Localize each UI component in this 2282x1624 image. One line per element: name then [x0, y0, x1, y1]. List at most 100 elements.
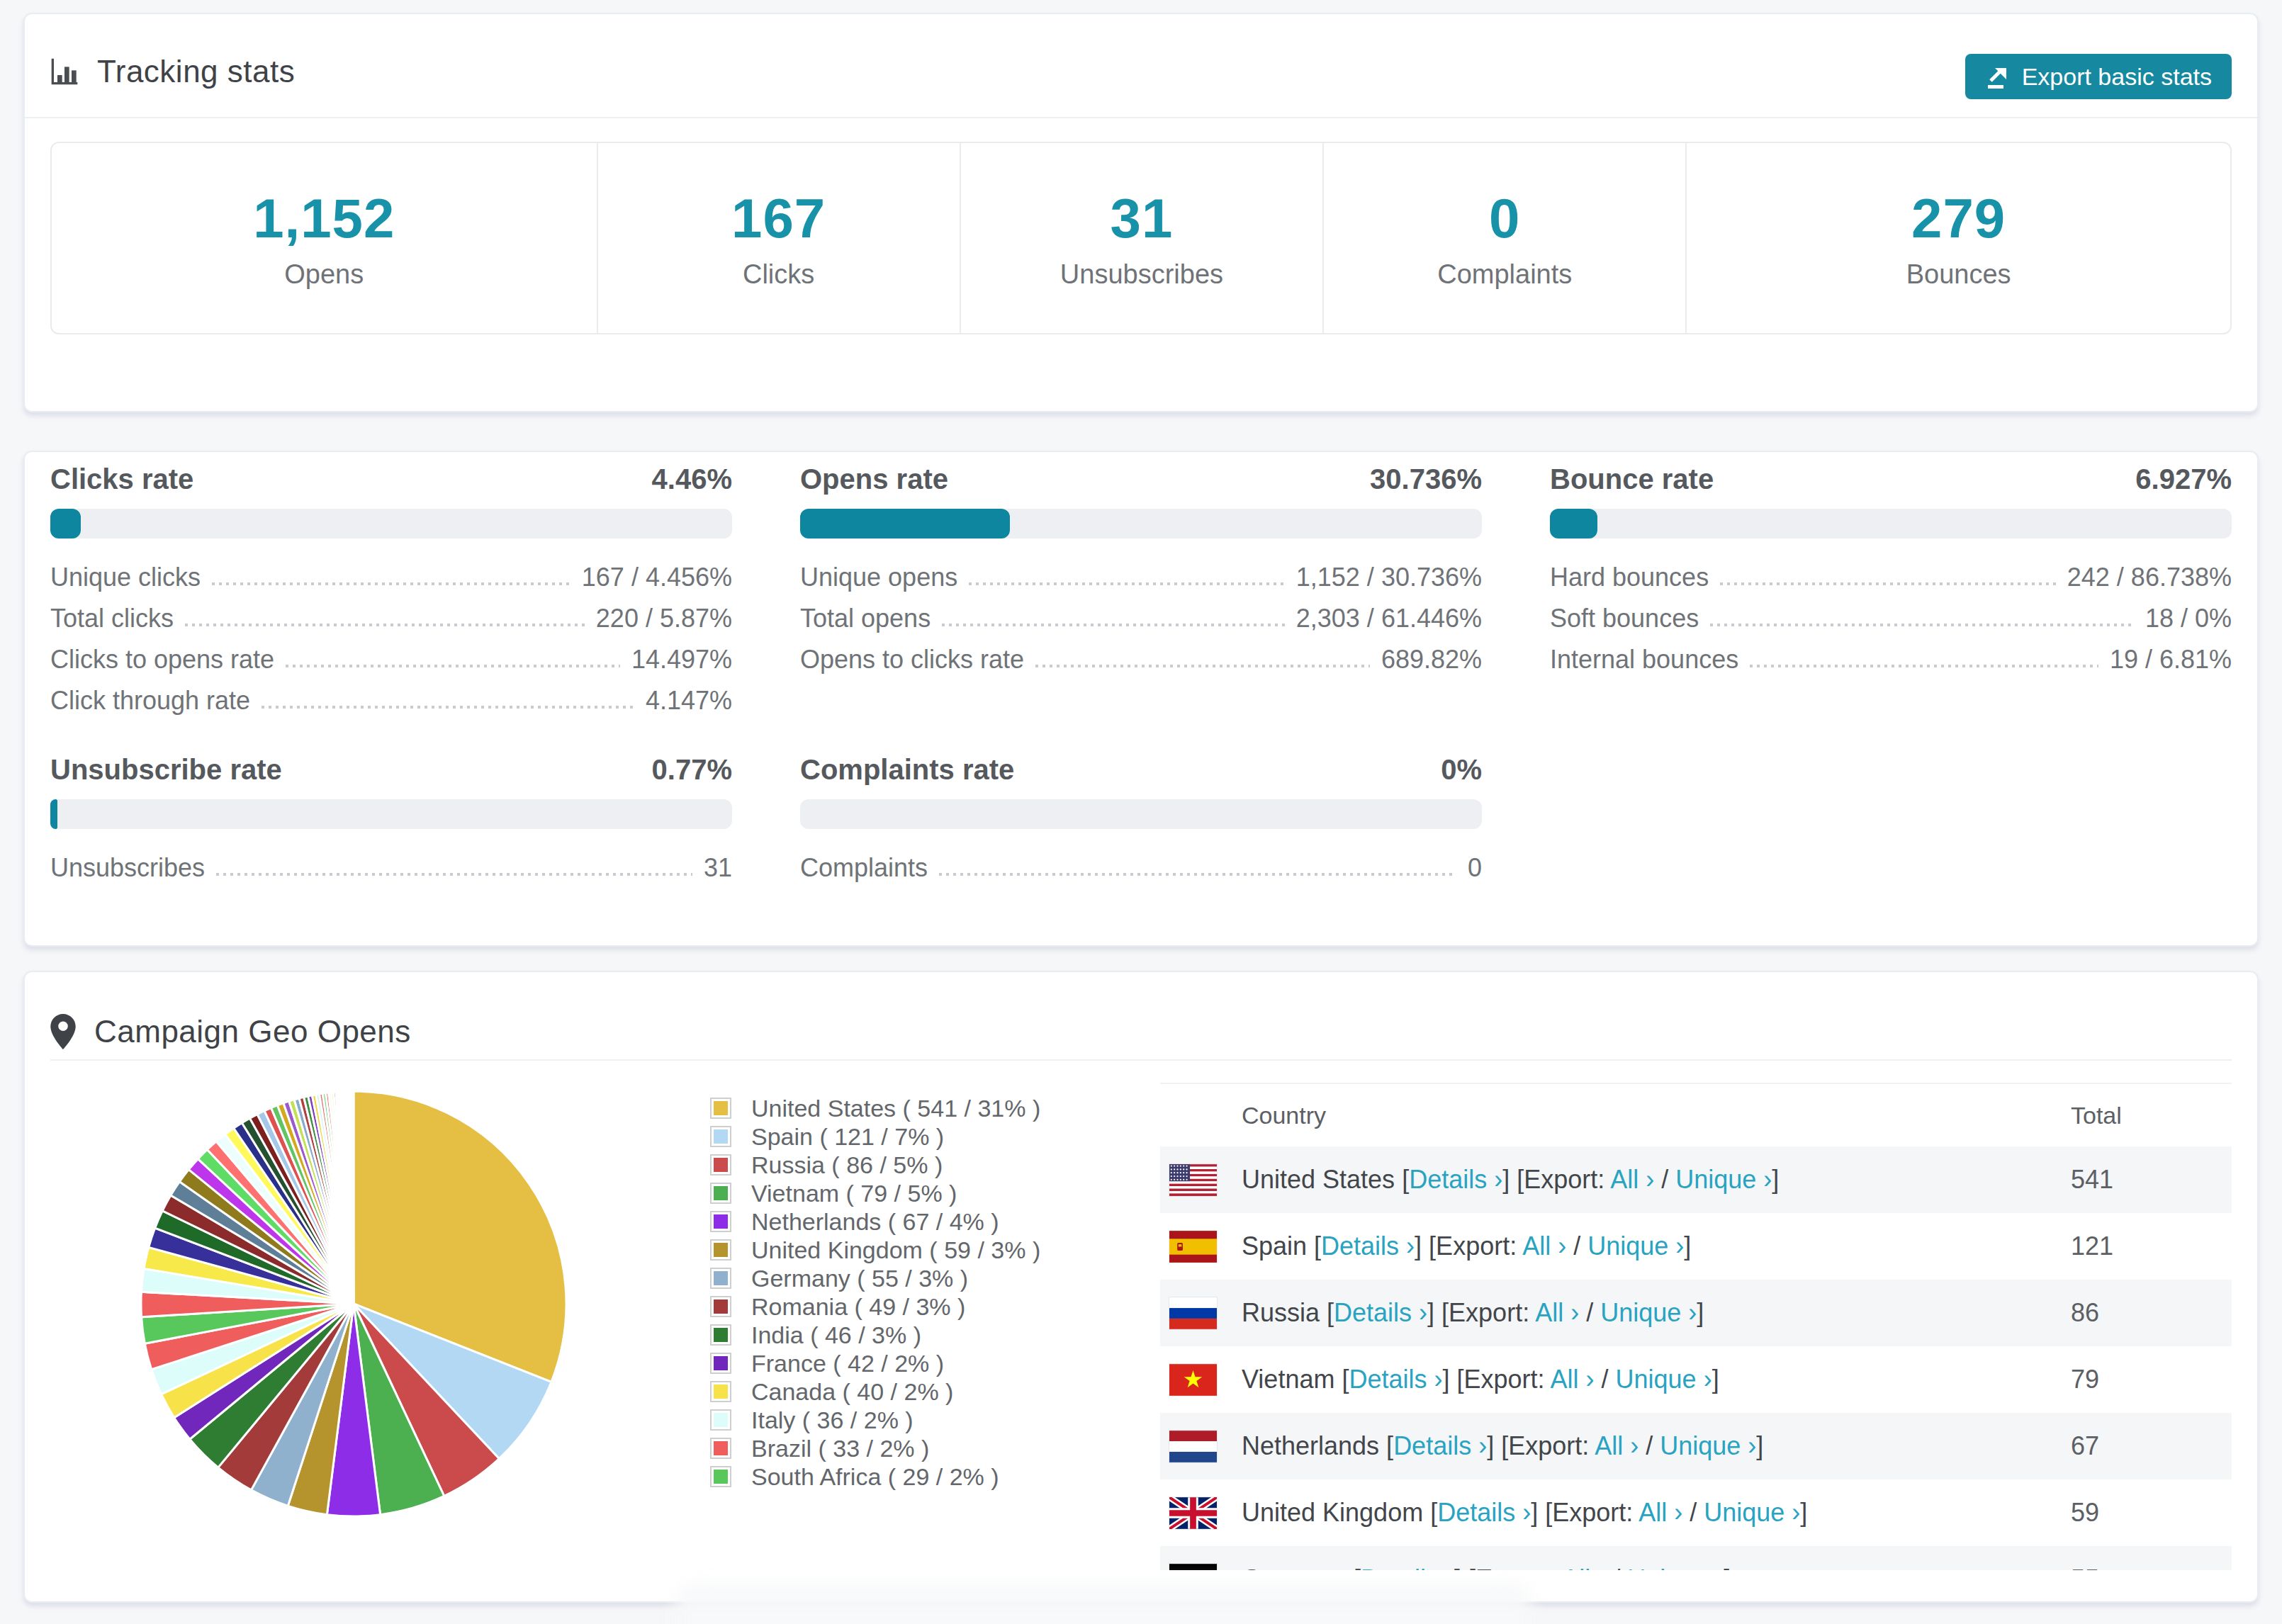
rate-row: Complaints0 [800, 852, 1482, 883]
geo-pie-chart [134, 1084, 573, 1570]
details-link[interactable]: Details › [1393, 1431, 1487, 1460]
rate-title-row: Complaints rate0% [800, 751, 1482, 788]
export-unique-link[interactable]: Unique › [1616, 1365, 1712, 1394]
legend-item-spain: Spain ( 121 / 7% ) [710, 1122, 1040, 1151]
col-country: Country [1160, 1102, 2071, 1129]
legend-swatch [710, 1126, 731, 1147]
legend-label: Russia ( 86 / 5% ) [751, 1151, 943, 1179]
rate-row: Clicks to opens rate14.497% [50, 643, 732, 675]
details-link[interactable]: Details › [1349, 1365, 1442, 1394]
rate-row: Click through rate4.147% [50, 684, 732, 716]
country-total: 59 [2071, 1498, 2232, 1528]
legend-label: Spain ( 121 / 7% ) [751, 1123, 944, 1151]
geo-opens-title: Campaign Geo Opens [50, 1014, 411, 1049]
geo-table-header: Country Total [1160, 1084, 2232, 1146]
flag-vn-icon [1169, 1364, 1217, 1396]
location-pin-icon [50, 1014, 76, 1049]
legend-item-united-kingdom: United Kingdom ( 59 / 3% ) [710, 1236, 1040, 1264]
details-link[interactable]: Details › [1321, 1231, 1415, 1261]
legend-label: Canada ( 40 / 2% ) [751, 1378, 953, 1406]
details-link[interactable]: Details › [1409, 1165, 1502, 1194]
export-all-link[interactable]: All › [1522, 1231, 1566, 1261]
export-unique-link[interactable]: Unique › [1587, 1231, 1684, 1261]
details-link[interactable]: Details › [1334, 1298, 1427, 1327]
details-link[interactable]: Details › [1437, 1498, 1531, 1527]
flag-nl-icon [1169, 1431, 1217, 1462]
rate-panel-complaints-rate: Complaints rate0% Complaints0 [800, 751, 1482, 893]
stat-value: 279 [1911, 186, 2006, 251]
country-name: Vietnam [Details ›] [Export: All › / Uni… [1242, 1365, 1719, 1394]
legend-label: Vietnam ( 79 / 5% ) [751, 1180, 957, 1207]
stat-box-unsubscribes: 31 Unsubscribes [960, 143, 1322, 333]
legend-label: India ( 46 / 3% ) [751, 1321, 921, 1349]
legend-item-romania: Romania ( 49 / 3% ) [710, 1292, 1040, 1321]
legend-label: Romania ( 49 / 3% ) [751, 1293, 965, 1321]
page: Tracking stats Export basic stats 1,152 … [0, 0, 2282, 1603]
rate-row: Unsubscribes31 [50, 852, 732, 883]
legend-swatch [710, 1183, 731, 1204]
legend-swatch [710, 1381, 731, 1402]
geo-table: Country Total United States [Details ›] … [1160, 1083, 2232, 1570]
rates-card: Clicks rate4.46% Unique clicks167 / 4.45… [23, 451, 2259, 947]
legend-label: Brazil ( 33 / 2% ) [751, 1435, 929, 1462]
legend-swatch [710, 1211, 731, 1232]
tracking-stats-header: Tracking stats Export basic stats [25, 14, 2257, 118]
legend-swatch [710, 1353, 731, 1374]
country-name: Russia [Details ›] [Export: All › / Uniq… [1242, 1298, 1704, 1328]
flag-ru-icon [1169, 1297, 1217, 1329]
legend-item-south-africa: South Africa ( 29 / 2% ) [710, 1462, 1040, 1491]
export-all-link[interactable]: All › [1595, 1431, 1639, 1460]
country-name: Netherlands [Details ›] [Export: All › /… [1242, 1431, 1763, 1461]
country-name: Germany [Details ›] [Export: All › / Uni… [1242, 1564, 1731, 1570]
export-unique-link[interactable]: Unique › [1600, 1298, 1697, 1327]
export-unique-link[interactable]: Unique › [1660, 1431, 1756, 1460]
country-total: 541 [2071, 1165, 2232, 1195]
legend-swatch [710, 1466, 731, 1487]
tracking-stats-card: Tracking stats Export basic stats 1,152 … [23, 13, 2259, 412]
rates-band-1: Clicks rate4.46% Unique clicks167 / 4.45… [50, 461, 2232, 726]
legend-label: Germany ( 55 / 3% ) [751, 1265, 968, 1292]
export-all-link[interactable]: All › [1562, 1564, 1606, 1570]
export-all-link[interactable]: All › [1610, 1165, 1654, 1194]
country-name: United Kingdom [Details ›] [Export: All … [1242, 1498, 1807, 1528]
stat-value: 0 [1489, 186, 1520, 251]
legend-label: Netherlands ( 67 / 4% ) [751, 1208, 999, 1236]
rate-row: Unique clicks167 / 4.456% [50, 561, 732, 592]
geo-row-vn: Vietnam [Details ›] [Export: All › / Uni… [1160, 1346, 2232, 1413]
export-all-link[interactable]: All › [1639, 1498, 1682, 1527]
rate-progress-bar [800, 509, 1482, 538]
stat-box-bounces: 279 Bounces [1685, 143, 2230, 333]
country-name: Spain [Details ›] [Export: All › / Uniqu… [1242, 1231, 1691, 1261]
legend-swatch [710, 1409, 731, 1431]
stat-box-opens: 1,152 Opens [52, 143, 597, 333]
stat-label: Bounces [1906, 259, 2011, 290]
export-all-link[interactable]: All › [1551, 1365, 1595, 1394]
geo-row-de: Germany [Details ›] [Export: All › / Uni… [1160, 1546, 2232, 1570]
legend-item-germany: Germany ( 55 / 3% ) [710, 1264, 1040, 1292]
geo-opens-content: United States ( 541 / 31% )Spain ( 121 /… [50, 1083, 2232, 1570]
legend-swatch [710, 1324, 731, 1346]
legend-item-united-states: United States ( 541 / 31% ) [710, 1094, 1040, 1122]
geo-opens-card: Campaign Geo Opens United States ( 541 /… [23, 971, 2259, 1603]
legend-item-france: France ( 42 / 2% ) [710, 1349, 1040, 1377]
country-name: United States [Details ›] [Export: All ›… [1242, 1165, 1779, 1195]
rates-band-2: Unsubscribe rate0.77% Unsubscribes31Comp… [50, 751, 2232, 893]
export-unique-link[interactable]: Unique › [1675, 1165, 1772, 1194]
legend-swatch [710, 1239, 731, 1261]
export-basic-stats-button[interactable]: Export basic stats [1965, 54, 2232, 99]
details-link[interactable]: Details › [1361, 1564, 1454, 1570]
legend-label: France ( 42 / 2% ) [751, 1350, 944, 1377]
export-unique-link[interactable]: Unique › [1704, 1498, 1800, 1527]
legend-swatch [710, 1438, 731, 1459]
legend-item-vietnam: Vietnam ( 79 / 5% ) [710, 1179, 1040, 1207]
rate-title-row: Bounce rate6.927% [1550, 461, 2232, 497]
export-all-link[interactable]: All › [1535, 1298, 1579, 1327]
rate-row: Total opens2,303 / 61.446% [800, 602, 1482, 633]
country-total: 67 [2071, 1431, 2232, 1461]
rate-title-row: Opens rate30.736% [800, 461, 1482, 497]
pie-slice-other[interactable] [353, 1091, 354, 1304]
legend-swatch [710, 1296, 731, 1317]
flag-es-icon [1169, 1231, 1217, 1263]
geo-row-nl: Netherlands [Details ›] [Export: All › /… [1160, 1413, 2232, 1479]
export-unique-link[interactable]: Unique › [1627, 1564, 1724, 1570]
